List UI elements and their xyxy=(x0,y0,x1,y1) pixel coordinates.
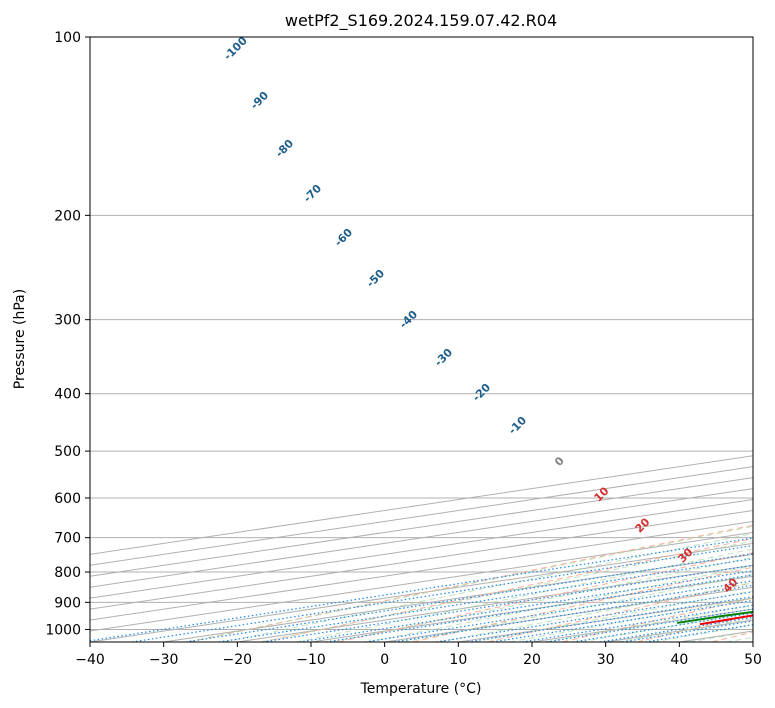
isotherm-line xyxy=(752,641,753,642)
isotherm-line xyxy=(384,586,753,642)
x-axis-label: Temperature (°C) xyxy=(360,681,482,697)
moist-adiabat-line xyxy=(725,636,753,642)
y-tick-label: 700 xyxy=(54,531,81,547)
dry-adiabats xyxy=(188,524,753,642)
dry-adiabat-label: -40 xyxy=(397,308,420,331)
isotherm-line xyxy=(679,630,753,642)
moist-adiabat-line xyxy=(580,611,753,642)
dry-adiabat-line xyxy=(412,566,753,642)
y-tick-label: 400 xyxy=(54,387,81,403)
moist-adiabat-line xyxy=(616,618,753,642)
mixing-ratio-line xyxy=(546,608,753,642)
mixing-ratio-lines xyxy=(90,537,753,642)
y-tick-label: 300 xyxy=(54,313,81,329)
moist-adiabat-line xyxy=(403,573,753,642)
isotherm-line xyxy=(90,542,753,642)
isotherm-line xyxy=(531,608,753,642)
y-axis: 100 200 300 400 500 600 700 800 900 1000 xyxy=(45,30,90,638)
moist-adiabat-line xyxy=(509,597,753,642)
dry-adiabat-label: -50 xyxy=(364,267,387,290)
x-tick-label: −20 xyxy=(223,652,253,668)
moist-adiabat-line xyxy=(438,582,753,642)
y-tick-label: 900 xyxy=(54,595,81,611)
plot-frame xyxy=(89,36,754,643)
x-tick-label: 10 xyxy=(449,652,467,668)
y-tick-label: 200 xyxy=(54,208,81,224)
dry-adiabat-line xyxy=(188,524,753,642)
dry-adiabat-label: -20 xyxy=(470,381,493,404)
isotherm-line xyxy=(90,455,753,555)
chart-title: wetPf2_S169.2024.159.07.42.R04 xyxy=(285,11,557,31)
dry-adiabat-label: -10 xyxy=(506,414,529,437)
x-tick-label: −10 xyxy=(296,652,326,668)
moist-adiabat-line xyxy=(223,532,753,642)
mixing-ratio-line xyxy=(185,552,753,642)
mixing-ratio-line xyxy=(90,537,753,642)
x-tick-label: 50 xyxy=(744,652,762,668)
isotherm-line xyxy=(90,499,753,599)
isotherm-line xyxy=(458,597,753,642)
mixing-ratio-line xyxy=(522,604,753,642)
y-tick-label: 1000 xyxy=(45,622,81,638)
x-tick-label: 40 xyxy=(670,652,688,668)
moist-adiabat-line xyxy=(762,37,775,642)
y-axis-label: Pressure (hPa) xyxy=(12,289,28,389)
dry-adiabat-label: -100 xyxy=(221,34,250,63)
dry-adiabat-label: 0 xyxy=(552,454,567,469)
x-tick-label: −40 xyxy=(75,652,105,668)
dry-adiabat-line xyxy=(263,538,753,642)
mixing-ratio-line xyxy=(599,616,753,642)
y-tick-label: 500 xyxy=(54,444,81,460)
dry-adiabat-line xyxy=(711,631,753,642)
moist-adiabat-line xyxy=(473,590,753,642)
dry-adiabat-label: -80 xyxy=(273,137,296,160)
x-tick-label: 20 xyxy=(523,652,541,668)
mixing-ratio-line xyxy=(572,612,753,642)
x-axis: −40 −30 −20 −10 0 10 20 30 40 50 xyxy=(75,642,762,668)
isotherm-line xyxy=(90,466,753,566)
isotherm-line xyxy=(90,477,753,577)
dry-adiabat-line xyxy=(487,581,753,642)
isotherm-line xyxy=(90,531,753,632)
x-tick-label: −30 xyxy=(149,652,179,668)
isotherm-line xyxy=(90,509,753,610)
x-tick-label: 0 xyxy=(380,652,389,668)
y-tick-label: 100 xyxy=(54,30,81,46)
isotherm-line xyxy=(90,488,753,588)
dry-adiabat-label: 20 xyxy=(633,515,653,535)
mixing-ratio-line xyxy=(131,544,753,642)
y-tick-label: 800 xyxy=(54,565,81,581)
y-tick-label: 600 xyxy=(54,491,81,507)
gridlines xyxy=(90,37,753,630)
dry-adiabat-line xyxy=(636,614,753,642)
series-line-2 xyxy=(676,610,753,624)
isotherm-line xyxy=(90,520,753,621)
dry-adiabat-label: -90 xyxy=(248,89,271,112)
line-labels: -100-90-80-70-60-50-40-30-20-10010203040… xyxy=(221,34,741,596)
moist-adiabat-line xyxy=(331,556,753,642)
mixing-ratio-line xyxy=(299,570,753,642)
dry-adiabat-label: -70 xyxy=(301,182,324,205)
skewed-isotherms xyxy=(90,455,753,642)
mixing-ratio-line xyxy=(262,564,753,642)
mixing-ratio-line xyxy=(218,557,753,642)
moist-adiabat-line xyxy=(296,548,753,642)
moist-adiabats xyxy=(187,37,775,642)
dry-adiabat-label: -30 xyxy=(432,346,455,369)
dry-adiabat-label: -60 xyxy=(332,226,355,249)
x-tick-label: 30 xyxy=(597,652,615,668)
